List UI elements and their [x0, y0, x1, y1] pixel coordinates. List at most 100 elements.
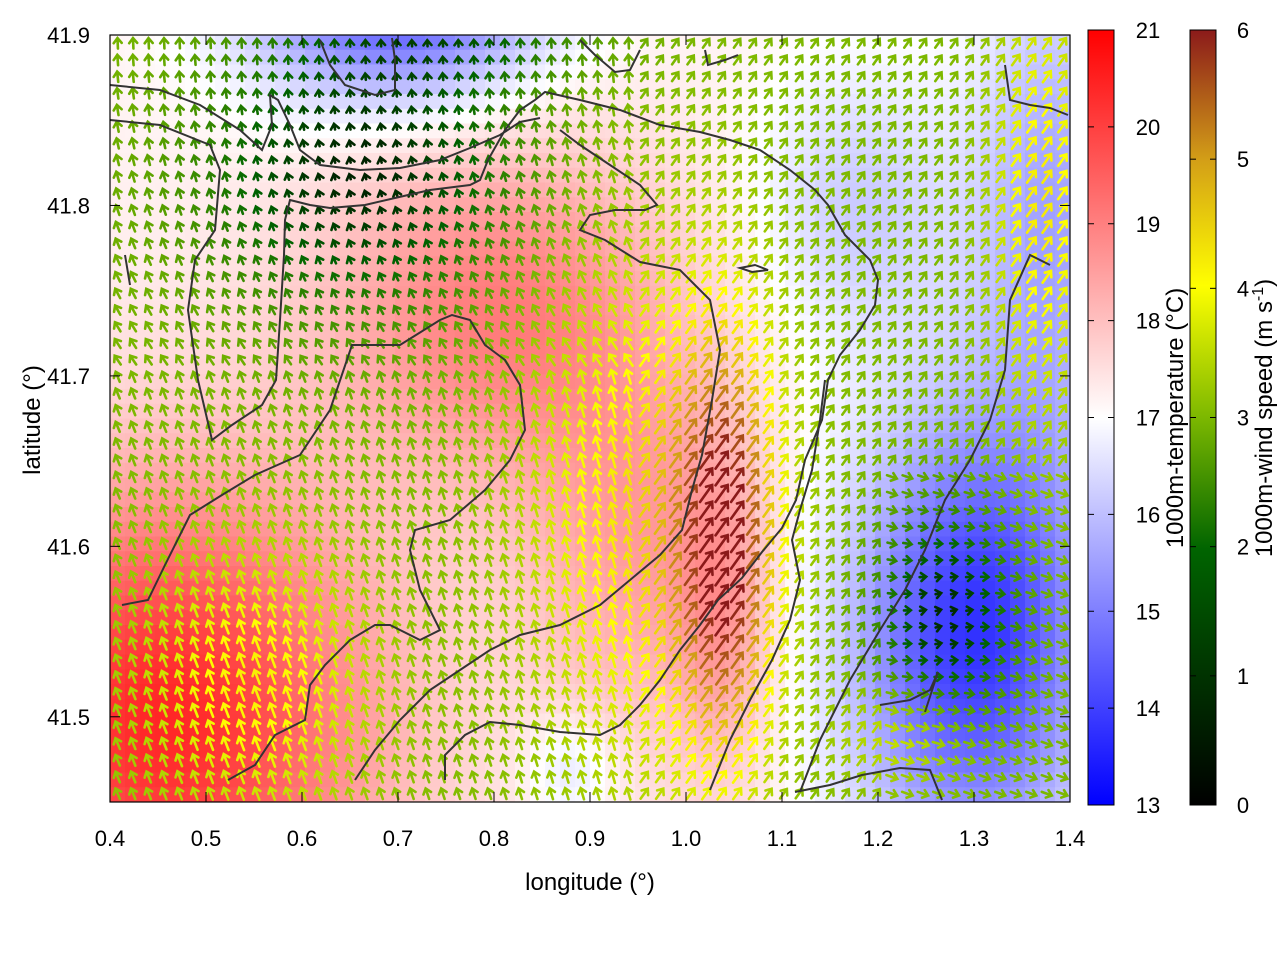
temperature-cell	[125, 226, 141, 243]
temperature-cell	[290, 374, 306, 390]
temperature-cell	[275, 226, 291, 243]
temperature-cell	[395, 79, 411, 95]
temperature-cell	[320, 94, 336, 110]
temperature-cell	[905, 241, 921, 257]
temperature-cell	[695, 344, 711, 361]
temperature-cell	[395, 551, 411, 567]
temperature-cell	[380, 212, 396, 228]
temperature-cell	[575, 108, 591, 125]
temperature-cell	[605, 374, 621, 390]
temperature-cell	[920, 256, 936, 272]
temperature-cell	[665, 108, 681, 125]
temperature-cell	[755, 330, 771, 346]
temperature-cell	[395, 374, 411, 390]
temperature-cell	[605, 507, 621, 523]
temperature-cell	[785, 256, 801, 272]
temperature-cell	[185, 64, 201, 80]
temperature-cell	[725, 271, 741, 287]
temperature-cell	[155, 241, 171, 257]
temperature-cell	[275, 433, 291, 449]
temperature-cell	[290, 300, 306, 316]
temperature-cell	[470, 359, 486, 375]
temperature-cell	[335, 197, 351, 213]
temperature-cell	[440, 521, 456, 538]
temperature-cell	[410, 315, 426, 331]
temperature-cell	[1025, 462, 1041, 479]
temperature-cell	[395, 448, 411, 464]
temperature-cell	[890, 182, 906, 198]
temperature-cell	[860, 359, 876, 375]
temperature-cell	[410, 507, 426, 523]
temperature-cell	[380, 551, 396, 567]
temperature-cell	[755, 197, 771, 213]
temperature-cell	[185, 123, 201, 139]
temperature-cell	[920, 212, 936, 228]
temperature-cell	[980, 226, 996, 243]
temperature-cell	[275, 566, 291, 582]
temperature-cell	[410, 389, 426, 405]
temperature-cell	[335, 138, 351, 154]
temperature-cell	[935, 226, 951, 243]
temperature-cell	[245, 226, 261, 243]
temperature-cell	[350, 492, 366, 508]
temperature-cell	[1055, 241, 1070, 257]
temperature-cell	[290, 507, 306, 523]
temperature-cell	[725, 418, 741, 434]
temperature-cell	[710, 418, 726, 434]
temperature-cell	[425, 123, 441, 139]
temperature-cell	[650, 241, 666, 257]
temperature-cell	[290, 226, 306, 243]
temperature-cell	[215, 359, 231, 375]
temperature-cell	[935, 521, 951, 538]
temperature-cell	[410, 448, 426, 464]
temperature-cell	[185, 389, 201, 405]
temperature-cell	[935, 108, 951, 125]
temperature-cell	[695, 551, 711, 567]
temperature-cell	[305, 374, 321, 390]
temperature-cell	[605, 492, 621, 508]
temperature-cell	[410, 35, 426, 51]
temperature-cell	[800, 138, 816, 154]
temperature-cell	[425, 580, 441, 597]
temperature-cell	[365, 212, 381, 228]
temperature-cell	[650, 108, 666, 125]
temperature-cell	[725, 330, 741, 346]
temperature-cell	[905, 433, 921, 449]
temperature-cell	[395, 492, 411, 508]
temperature-cell	[305, 94, 321, 110]
temperature-cell	[410, 433, 426, 449]
temperature-cell	[335, 492, 351, 508]
temperature-cell	[140, 492, 156, 508]
temperature-cell	[905, 123, 921, 139]
temperature-cell	[635, 374, 651, 390]
temperature-cell	[350, 477, 366, 493]
temperature-cell	[980, 462, 996, 479]
temperature-cell	[395, 212, 411, 228]
temperature-cell	[920, 359, 936, 375]
temperature-cell	[365, 344, 381, 361]
temperature-cell	[365, 418, 381, 434]
temperature-cell	[365, 138, 381, 154]
temperature-cell	[695, 108, 711, 125]
temperature-cell	[425, 212, 441, 228]
temperature-cell	[245, 359, 261, 375]
temperature-cell	[140, 94, 156, 110]
temperature-cell	[995, 271, 1011, 287]
temperature-cell	[155, 35, 171, 51]
temperature-cell	[365, 285, 381, 302]
temperature-cell	[170, 389, 186, 405]
temperature-cell	[290, 108, 306, 125]
temperature-cell	[785, 123, 801, 139]
temperature-cell	[290, 389, 306, 405]
temperature-cell	[410, 566, 426, 582]
temperature-cell	[395, 35, 411, 51]
temperature-cell	[920, 241, 936, 257]
temperature-cell	[620, 226, 636, 243]
temperature-cell	[590, 344, 606, 361]
temperature-cell	[350, 418, 366, 434]
temperature-cell	[785, 315, 801, 331]
temperature-cell	[785, 182, 801, 198]
temperature-cell	[740, 197, 756, 213]
temperature-cell	[110, 94, 126, 110]
